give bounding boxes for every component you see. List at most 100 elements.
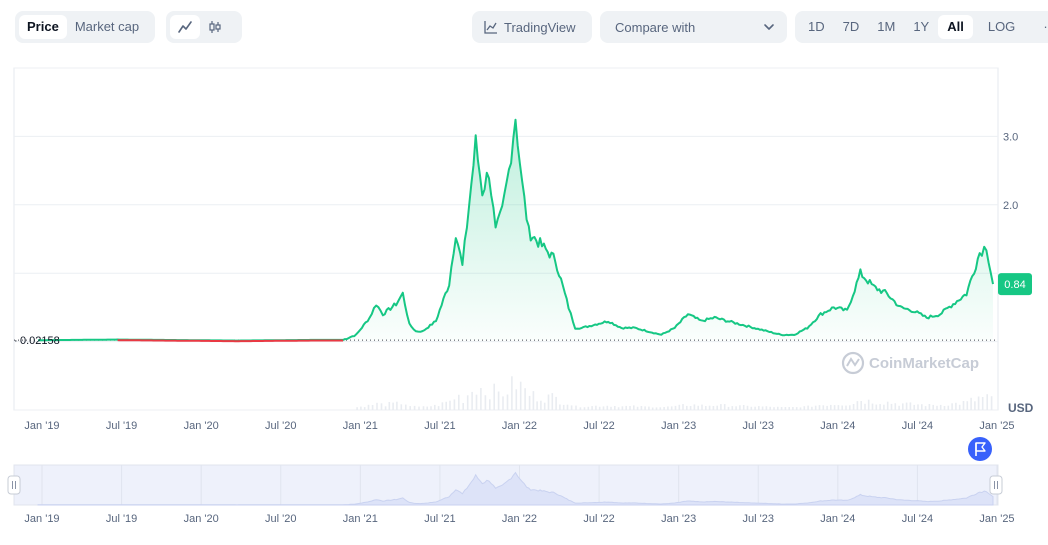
volume-bar (883, 404, 885, 410)
volume-bar (575, 405, 577, 410)
navigator[interactable] (7, 464, 1003, 506)
volume-bar (830, 404, 832, 410)
volume-bar (773, 407, 775, 410)
range-log[interactable]: LOG (987, 19, 1016, 34)
volume-bar (674, 405, 677, 410)
volume-bar (909, 402, 912, 410)
volume-bar (822, 405, 825, 410)
compare-label: Compare with (615, 19, 696, 35)
x-tick-label: Jan '19 (24, 420, 59, 432)
range-1d[interactable]: 1D (808, 19, 825, 34)
volume-bar (705, 406, 707, 410)
x-tick-label: Jan '20 (184, 420, 219, 432)
volume-bar (754, 406, 756, 410)
volume-bar (540, 400, 542, 410)
volume-bar (716, 405, 718, 410)
volume-bar (640, 406, 643, 410)
volume-bar (731, 406, 734, 410)
more-options-button[interactable]: ··· (1028, 15, 1048, 39)
range-1y[interactable]: 1Y (913, 19, 930, 34)
reference-price-label: 0.02158 (20, 335, 60, 347)
volume-bar (587, 406, 590, 410)
volume-bar (708, 405, 711, 410)
x-tick-label: Jul '21 (424, 420, 455, 432)
reference-marker-icon: · (14, 335, 18, 347)
tab-price[interactable]: Price (19, 15, 67, 39)
volume-bar (958, 404, 961, 410)
price-line-down-segment (117, 339, 344, 343)
line-chart-icon[interactable] (170, 15, 200, 39)
volume-bar (602, 406, 605, 410)
tab-market-cap[interactable]: Market cap (74, 19, 140, 34)
volume-bar (376, 402, 378, 410)
volume-bar (750, 406, 753, 410)
volume-bar (651, 407, 654, 410)
flag-marker-circle[interactable] (968, 437, 992, 461)
range-7d[interactable]: 7D (842, 19, 860, 34)
volume-bar (648, 406, 650, 410)
volume-bar (466, 395, 469, 410)
navigator-tick-label: Jan '21 (343, 513, 378, 525)
volume-bar (814, 405, 817, 410)
x-tick-label: Jul '24 (902, 420, 933, 432)
volume-bar (502, 396, 504, 410)
volume-bar (606, 405, 609, 410)
volume-bar (497, 391, 500, 410)
volume-bar (667, 406, 669, 410)
volume-bar (511, 376, 513, 410)
navigator-x-axis: Jan '19 Jul '19 Jan '20 Jul '20 Jan '21 Jul '… (24, 513, 1014, 525)
tradingview-button[interactable]: TradingView (472, 11, 592, 43)
volume-bar (614, 406, 616, 410)
volume-bar (532, 391, 535, 410)
volume-bar (621, 406, 624, 410)
current-price-badge (998, 273, 1032, 296)
range-1m[interactable]: 1M (877, 19, 896, 34)
volume-bar (894, 403, 897, 410)
volume-bar (441, 402, 444, 410)
volume-bar (845, 405, 847, 410)
volume-bar (437, 406, 440, 410)
volume-bar (811, 406, 813, 410)
volume-bar (528, 395, 531, 410)
volume-bar (543, 402, 546, 410)
metric-tabs: Price Market cap (15, 11, 155, 43)
current-price-label: 0.84 (1004, 279, 1025, 291)
watermark: CoinMarketCap (841, 351, 979, 375)
navigator-gridlines (41, 465, 998, 505)
volume-bar (655, 407, 658, 410)
volume-bar (405, 404, 407, 410)
volume-bar (769, 406, 771, 410)
range-all[interactable]: All (938, 15, 973, 39)
navigator-tick-label: Jul '23 (743, 513, 774, 525)
reference-price-tag: 0.02158 · (14, 335, 60, 347)
volume-bar (430, 406, 432, 410)
x-tick-label: Jul '20 (265, 420, 296, 432)
volume-bar (562, 404, 565, 410)
volume-bar (458, 394, 460, 410)
y-axis: 3.0 2.0 (1003, 131, 1018, 211)
volume-bar (932, 404, 934, 410)
navigator-tick-label: Jul '22 (583, 513, 614, 525)
volume-bar (445, 401, 447, 410)
x-tick-label: Jan '22 (502, 420, 537, 432)
compare-dropdown[interactable]: Compare with (600, 11, 787, 43)
volume-bar (524, 388, 526, 410)
navigator-left-handle[interactable] (7, 475, 21, 495)
volume-bar (422, 406, 425, 410)
volume-bar (955, 402, 957, 410)
volume-bar (826, 405, 828, 410)
y-tick-label: 3.0 (1003, 131, 1018, 143)
volume-bar (678, 404, 681, 410)
volume-bar (595, 405, 597, 410)
candlestick-icon[interactable] (200, 15, 230, 39)
volume-bar (727, 406, 730, 410)
navigator-right-handle[interactable] (989, 475, 1003, 495)
volume-bar (886, 401, 889, 410)
volume-bar (453, 399, 456, 410)
volume-bar (583, 407, 586, 410)
volume-bar (475, 394, 478, 410)
volume-bar (761, 406, 764, 410)
volume-bar (396, 401, 398, 410)
event-flag-marker[interactable] (968, 437, 992, 461)
x-tick-label: Jan '25 (979, 420, 1014, 432)
